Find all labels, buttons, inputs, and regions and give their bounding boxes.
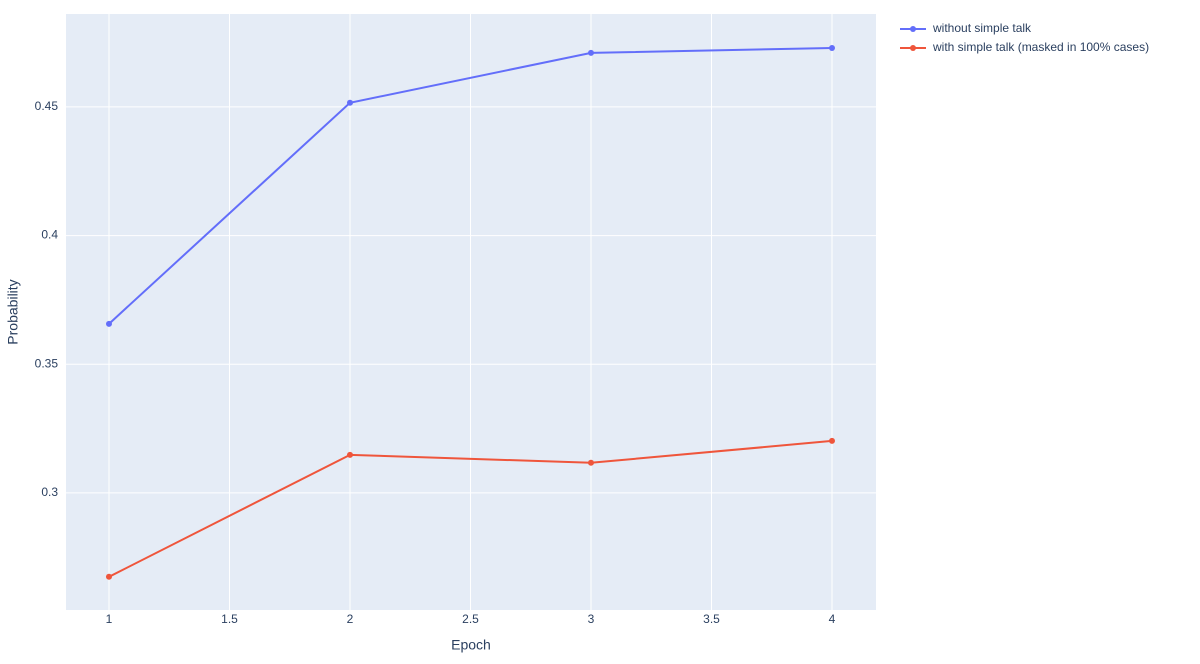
- y-tick-label: 0.45: [35, 99, 59, 113]
- series-line: [108, 46, 833, 325]
- x-tick-label: 1.5: [221, 612, 238, 626]
- y-tick-label: 0.4: [41, 228, 58, 242]
- data-point: [828, 437, 835, 444]
- data-point: [346, 99, 353, 106]
- data-point: [587, 49, 594, 56]
- data-point: [587, 459, 594, 466]
- x-tick-label: 2: [347, 612, 354, 626]
- x-tick-label: 3: [588, 612, 595, 626]
- data-point: [828, 44, 835, 51]
- data-point: [105, 320, 112, 327]
- legend-marker: [910, 45, 916, 51]
- data-point: [105, 573, 112, 580]
- plot-area: [66, 14, 876, 610]
- x-tick-label: 4: [829, 612, 836, 626]
- y-axis-title: Probability: [5, 279, 21, 344]
- x-tick-label: 3.5: [703, 612, 720, 626]
- legend-label: without simple talk: [932, 21, 1032, 35]
- x-axis-title: Epoch: [451, 637, 491, 653]
- data-point: [346, 451, 353, 458]
- x-tick-label: 2.5: [462, 612, 479, 626]
- series-line: [108, 439, 833, 578]
- x-tick-label: 1: [106, 612, 113, 626]
- legend-label: with simple talk (masked in 100% cases): [932, 40, 1149, 54]
- legend-marker: [910, 26, 916, 32]
- y-tick-label: 0.3: [41, 485, 58, 499]
- y-tick-label: 0.35: [35, 356, 59, 370]
